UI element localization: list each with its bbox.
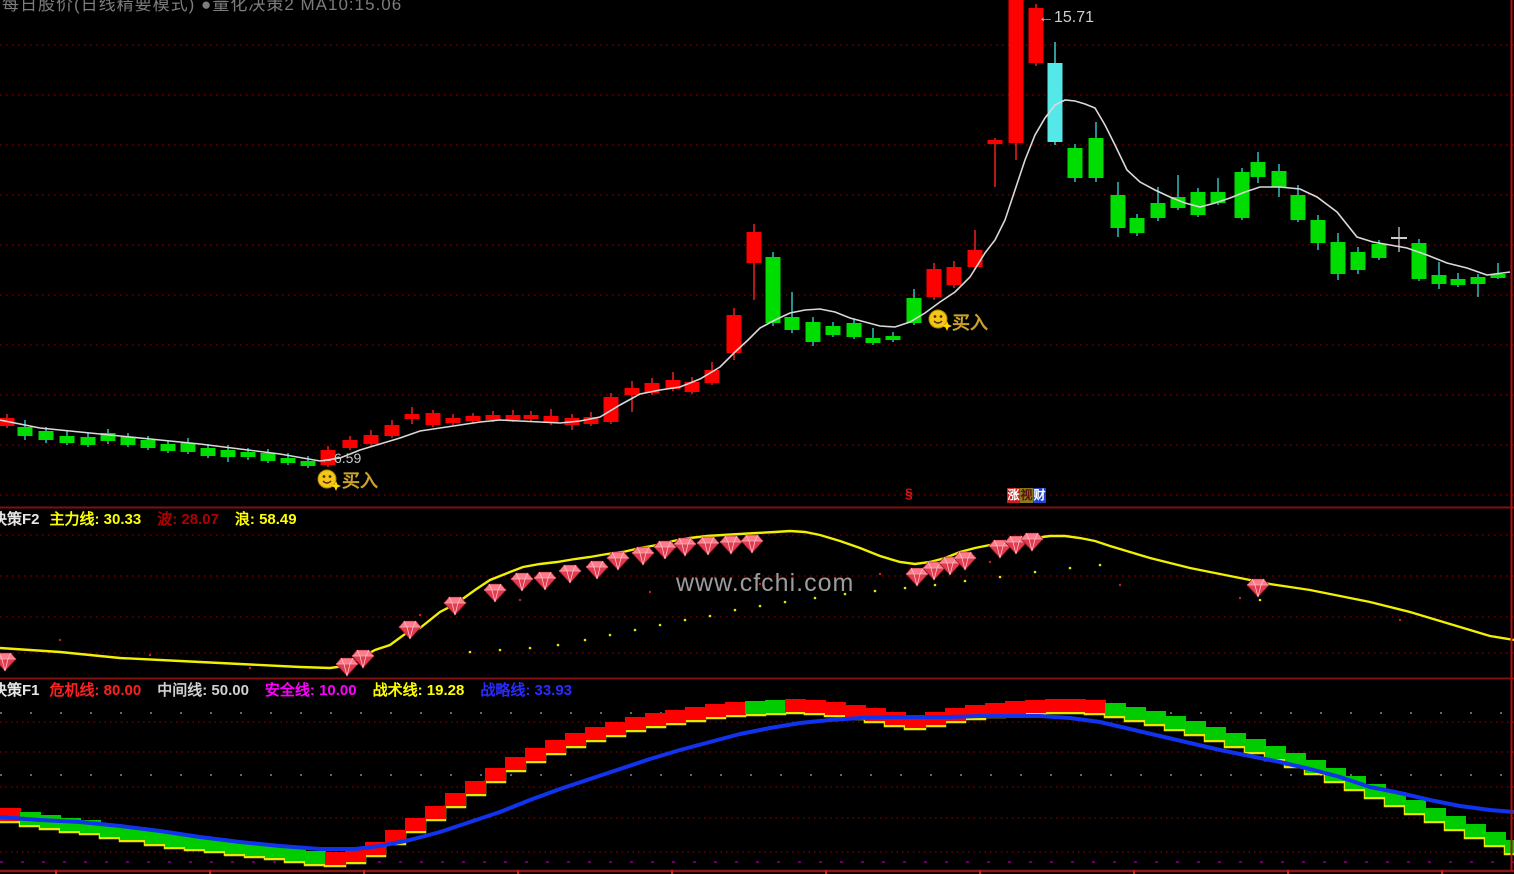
indicator-value: 安全线: 10.00 (264, 682, 357, 699)
gem-marker (533, 571, 557, 591)
gem-marker (443, 596, 467, 616)
gem-marker (510, 572, 534, 592)
gem-marker (1246, 578, 1270, 598)
indicator-value: 战术线: 19.28 (372, 682, 465, 699)
gridlines (0, 44, 1514, 863)
indicator-value: 战略线: 33.93 (480, 682, 573, 699)
gem-marker (483, 583, 507, 603)
buy-signal-label: 买入 (952, 313, 988, 333)
gem-marker (740, 534, 764, 554)
gem-marker (585, 560, 609, 580)
stamp-button[interactable]: 视 (1020, 488, 1033, 503)
ma-line (0, 99, 1511, 462)
gem-marker (696, 536, 720, 556)
price-label-high: ←15.71 (1038, 9, 1094, 26)
f1-step-panel (0, 699, 1514, 868)
gem-marker (351, 649, 375, 669)
gem-marker (1004, 535, 1028, 555)
indicator-value: 浪: 58.49 (234, 511, 297, 528)
gem-marker (1020, 532, 1044, 552)
gem-marker (653, 540, 677, 560)
stamp-button[interactable]: 财 (1033, 488, 1046, 503)
f2-main-line (0, 529, 1514, 670)
gem-marker (335, 657, 359, 677)
gem-marker (606, 551, 630, 571)
candlestick-series (0, 0, 1506, 468)
indicator-value: 主力线: 30.33 (49, 511, 142, 528)
stamp-button[interactable]: 涨 (1007, 488, 1020, 503)
watermark: www.cfchi.com (676, 569, 855, 597)
f2-indicator-panel (0, 529, 1514, 677)
section-marker: § (905, 485, 913, 501)
panel-f1-name: 决策F1 (0, 682, 40, 699)
f1-strategy-line (0, 714, 1514, 851)
gem-marker (631, 546, 655, 566)
gem-marker (953, 551, 977, 571)
window-title: 每日股价(日线精要模式) ●量化决策2 MA10:15.06 (2, 0, 403, 14)
buy-signal-smiley-icon (928, 309, 952, 331)
gem-marker (398, 620, 422, 640)
buy-signal-label: 买入 (342, 471, 378, 491)
panel-f2-name: 决策F2 (0, 511, 40, 528)
indicator-value: 中间线: 50.00 (157, 682, 249, 699)
indicator-value: 波: 28.07 (157, 511, 219, 528)
gem-marker (905, 567, 929, 587)
buy-signal-smiley-icon (317, 469, 341, 491)
panel-f2-header: 决策F2 主力线: 30.33 波: 28.07 浪: 58.49 (0, 508, 313, 529)
gem-marker (0, 652, 17, 672)
indicator-value: 危机线: 80.00 (49, 682, 142, 699)
gem-marker (719, 535, 743, 555)
price-label-low: ←6.59 (320, 450, 361, 466)
gem-marker (558, 564, 582, 584)
stamp-bar: 涨视财 (1007, 488, 1046, 503)
panel-f1-header: 决策F1 危机线: 80.00 中间线: 50.00 安全线: 10.00 战术线: 1… (0, 679, 588, 700)
gem-marker (673, 537, 697, 557)
